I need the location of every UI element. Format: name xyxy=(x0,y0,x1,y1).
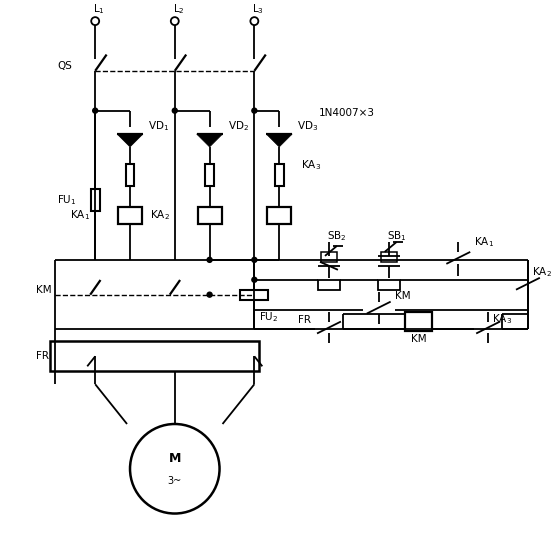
Text: SB$_2$: SB$_2$ xyxy=(327,229,346,243)
Bar xyxy=(126,164,135,186)
Bar xyxy=(118,207,142,224)
Bar xyxy=(240,290,269,300)
Circle shape xyxy=(207,292,212,297)
Text: VD$_2$: VD$_2$ xyxy=(227,120,249,134)
Bar xyxy=(318,280,340,290)
Text: FU$_2$: FU$_2$ xyxy=(259,311,279,324)
Bar xyxy=(267,207,291,224)
Text: VD$_1$: VD$_1$ xyxy=(148,120,169,134)
Polygon shape xyxy=(266,134,292,147)
Text: FR: FR xyxy=(298,315,311,325)
Text: KM: KM xyxy=(411,334,426,344)
Text: KA$_1$: KA$_1$ xyxy=(474,235,494,249)
Text: 1N4007×3: 1N4007×3 xyxy=(319,108,375,117)
Bar xyxy=(381,252,396,262)
Bar xyxy=(275,164,284,186)
Text: VD$_3$: VD$_3$ xyxy=(297,120,319,134)
Text: SB$_1$: SB$_1$ xyxy=(386,229,406,243)
Text: KA$_3$: KA$_3$ xyxy=(301,158,321,172)
Bar xyxy=(198,207,221,224)
Circle shape xyxy=(207,257,212,262)
Text: KA$_2$: KA$_2$ xyxy=(532,265,552,279)
Bar xyxy=(405,311,433,331)
Bar xyxy=(378,280,400,290)
Bar xyxy=(51,342,259,371)
Bar xyxy=(205,164,214,186)
Bar xyxy=(91,190,100,211)
Text: L$_1$: L$_1$ xyxy=(93,2,105,16)
Text: M: M xyxy=(168,452,181,465)
Circle shape xyxy=(172,108,177,113)
Text: KA$_3$: KA$_3$ xyxy=(492,312,512,326)
Text: KM: KM xyxy=(395,291,410,301)
Text: FU$_1$: FU$_1$ xyxy=(57,193,77,207)
Text: KM: KM xyxy=(36,285,51,295)
Text: L$_3$: L$_3$ xyxy=(252,2,264,16)
Circle shape xyxy=(252,277,257,282)
Text: KA$_2$: KA$_2$ xyxy=(150,208,170,222)
Polygon shape xyxy=(197,134,222,147)
Text: QS: QS xyxy=(57,61,72,71)
Text: 3~: 3~ xyxy=(168,476,182,486)
Text: KA$_1$: KA$_1$ xyxy=(70,208,90,222)
Circle shape xyxy=(93,108,98,113)
Text: L$_2$: L$_2$ xyxy=(173,2,185,16)
Polygon shape xyxy=(117,134,143,147)
Circle shape xyxy=(252,257,257,262)
Bar xyxy=(321,252,337,262)
Text: FR: FR xyxy=(36,352,48,361)
Circle shape xyxy=(252,108,257,113)
